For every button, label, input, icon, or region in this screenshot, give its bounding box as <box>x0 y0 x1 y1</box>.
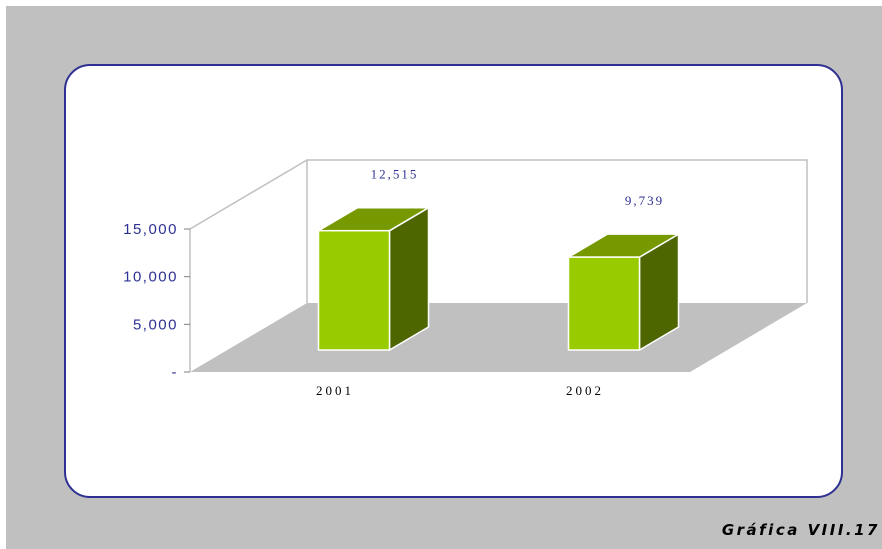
x-tick-label: 2002 <box>566 383 604 398</box>
y-tick-label: 5,000 <box>133 316 178 333</box>
y-tick-label: - <box>172 364 179 381</box>
chart-floor <box>190 303 807 372</box>
bar-side <box>388 206 430 351</box>
bars: 12,515 9,739 <box>317 167 680 351</box>
y-tick-label: 10,000 <box>123 269 178 286</box>
y-tick-label: 15,000 <box>123 221 178 238</box>
x-axis-labels: 2001 2002 <box>316 383 604 398</box>
figure-caption: Gráfica VIII.17 <box>721 521 880 539</box>
y-axis-ticks: - 5,000 10,000 15,000 <box>123 221 190 381</box>
chart-walls <box>189 159 808 372</box>
back-wall <box>306 159 808 303</box>
bar-value-label: 12,515 <box>371 167 419 182</box>
chart-panel <box>64 64 843 498</box>
bar-value-label: 9,739 <box>625 193 664 208</box>
x-tick-label: 2001 <box>316 383 354 398</box>
bar-front <box>567 256 641 351</box>
bar-front <box>317 229 391 351</box>
bar: 12,515 <box>317 167 430 351</box>
side-wall-top-edge <box>189 159 308 230</box>
bar: 9,739 <box>567 193 680 351</box>
